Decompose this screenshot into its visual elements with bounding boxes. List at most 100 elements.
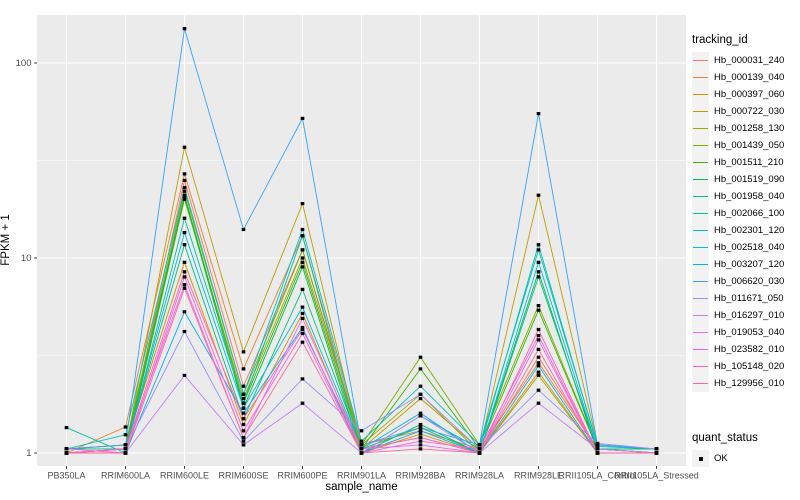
- data-point: [123, 451, 128, 455]
- data-point: [241, 397, 246, 401]
- x-tick-label: RRIM600LE: [160, 471, 209, 481]
- data-point: [182, 178, 187, 182]
- legend-item: Hb_003207_120: [692, 256, 798, 273]
- data-point: [418, 422, 423, 427]
- data-point: [536, 388, 541, 392]
- data-point: [536, 112, 541, 116]
- data-point: [418, 439, 423, 443]
- legend-title-quant-status: quant_status: [692, 432, 758, 444]
- data-point: [300, 340, 305, 344]
- series-color-line-icon: [693, 314, 708, 317]
- data-point: [241, 227, 246, 232]
- data-point: [123, 447, 128, 451]
- data-point: [536, 355, 541, 359]
- data-point: [241, 436, 246, 440]
- data-point: [359, 439, 364, 443]
- legend-label: Hb_000397_060: [714, 89, 785, 100]
- data-point: [182, 260, 187, 264]
- data-point: [654, 447, 659, 451]
- series-color-line-icon: [693, 297, 708, 300]
- legend-item: Hb_006620_030: [692, 273, 798, 290]
- legend-item-quant-ok: OK: [692, 450, 798, 467]
- legend-label: Hb_001519_090: [714, 174, 785, 185]
- legend-item: Hb_001439_050: [692, 137, 798, 154]
- series-color-line-icon: [693, 195, 708, 198]
- legend-label: Hb_000722_030: [714, 106, 785, 117]
- data-point: [64, 451, 69, 455]
- legend-key: [692, 188, 709, 205]
- legend-label: Hb_001511_210: [714, 157, 784, 168]
- series-color-line-icon: [693, 178, 708, 181]
- series-color-line-icon: [693, 76, 708, 79]
- legend-key: [692, 69, 709, 86]
- legend-item: Hb_002066_100: [692, 205, 798, 222]
- data-point: [182, 195, 187, 199]
- legend-key: [692, 120, 709, 137]
- data-point: [182, 243, 187, 247]
- data-point: [182, 185, 187, 190]
- legend-item: Hb_016297_010: [692, 307, 798, 324]
- legend-label: Hb_011671_050: [714, 293, 784, 304]
- data-point: [536, 260, 541, 264]
- legend-key: [692, 52, 709, 69]
- data-point: [595, 451, 600, 455]
- data-point: [64, 447, 69, 451]
- data-point: [418, 429, 423, 433]
- data-point: [300, 305, 305, 309]
- data-point: [595, 441, 600, 445]
- series-color-line-icon: [693, 110, 708, 113]
- data-point: [536, 338, 541, 342]
- data-point: [182, 172, 187, 176]
- data-point: [300, 256, 305, 260]
- data-point: [123, 443, 128, 447]
- data-point: [182, 145, 187, 149]
- legend: tracking_id Hb_000031_240 Hb_000139_040 Hb…: [692, 34, 798, 467]
- data-point: [536, 334, 541, 338]
- data-point: [536, 364, 541, 368]
- series-color-line-icon: [693, 280, 708, 283]
- y-tick-label: 1: [26, 448, 31, 459]
- data-point: [182, 189, 187, 193]
- y-tick-label: 10: [21, 253, 32, 264]
- data-point: [300, 227, 305, 232]
- data-point: [536, 275, 541, 279]
- legend-key: [692, 86, 709, 103]
- legend-item: Hb_000031_240: [692, 52, 798, 69]
- data-point: [300, 287, 305, 291]
- data-point: [300, 311, 305, 315]
- legend-key: [692, 154, 709, 171]
- data-point: [241, 417, 246, 421]
- legend-label: Hb_000031_240: [714, 55, 785, 66]
- legend-label: Hb_000139_040: [714, 72, 785, 83]
- x-tick-label: RRII105LA_Stressed: [614, 471, 699, 481]
- data-point: [418, 392, 423, 396]
- legend-key: [692, 450, 709, 467]
- data-point: [241, 439, 246, 443]
- data-point: [300, 116, 305, 120]
- data-point: [418, 397, 423, 401]
- series-color-line-icon: [693, 229, 708, 232]
- legend-label: Hb_023582_010: [714, 344, 785, 355]
- data-point: [418, 414, 423, 418]
- legend-item: Hb_000722_030: [692, 103, 798, 120]
- data-point: [536, 308, 541, 312]
- x-tick-label: RRIM928LE: [514, 471, 563, 481]
- data-point: [182, 193, 187, 197]
- series-color-line-icon: [693, 382, 708, 385]
- data-point: [418, 367, 423, 371]
- data-point: [359, 451, 364, 455]
- data-point: [536, 304, 541, 308]
- series-color-line-icon: [693, 365, 708, 368]
- legend-key: [692, 324, 709, 341]
- data-point: [418, 432, 423, 436]
- data-point: [182, 231, 187, 235]
- data-point: [182, 286, 187, 290]
- legend-key: [692, 256, 709, 273]
- x-tick-label: RRIM600SE: [218, 471, 268, 481]
- data-point: [418, 411, 423, 415]
- legend-item: Hb_023582_010: [692, 341, 798, 358]
- x-tick-label: RRIM600LA: [101, 471, 150, 481]
- data-point: [241, 392, 246, 396]
- data-point: [536, 347, 541, 351]
